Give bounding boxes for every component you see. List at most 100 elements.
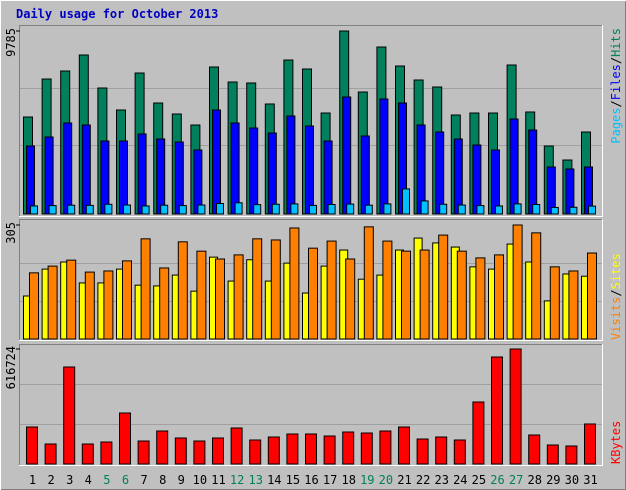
bar (29, 272, 39, 340)
bar (137, 440, 150, 465)
bar (495, 205, 503, 215)
bar (193, 149, 203, 215)
y-tick-label: 616724 (4, 346, 18, 389)
x-tick-label: 24 (453, 473, 467, 487)
bar (363, 226, 374, 340)
bar (103, 270, 114, 340)
legend: KBytes (609, 421, 623, 464)
bar (174, 437, 187, 465)
bar (156, 430, 169, 465)
bar (584, 423, 596, 465)
bar (216, 203, 224, 215)
x-tick-label: 18 (341, 473, 355, 487)
bar (453, 439, 466, 465)
legend: Pages/Files/Hits (609, 28, 623, 144)
x-tick-label: 8 (159, 473, 166, 487)
bar (345, 258, 356, 340)
bar (26, 426, 38, 465)
bar (512, 224, 523, 340)
y-tick-label: 9785 (4, 28, 18, 57)
bar (270, 239, 281, 340)
bar (323, 435, 336, 465)
bar (550, 206, 559, 215)
x-tick-label: 9 (178, 473, 185, 487)
bar (47, 265, 58, 340)
bar (379, 430, 392, 465)
x-tick-label: 10 (193, 473, 207, 487)
bar (472, 144, 482, 215)
bar (119, 412, 131, 465)
bar (100, 140, 110, 215)
x-tick-label: 23 (434, 473, 448, 487)
bar (546, 444, 559, 465)
bar (569, 206, 578, 215)
bar (587, 252, 597, 340)
bar (286, 433, 299, 465)
x-tick-label: 19 (360, 473, 374, 487)
bar (491, 356, 503, 465)
bar (249, 439, 262, 465)
bar (123, 204, 131, 215)
bar (286, 115, 296, 215)
bar (491, 149, 500, 215)
bar (308, 247, 318, 340)
x-tick-label: 6 (122, 473, 129, 487)
bar (549, 266, 560, 340)
bar (402, 188, 410, 215)
x-tick-label: 13 (248, 473, 262, 487)
bar (360, 135, 370, 215)
bar (531, 232, 542, 340)
bar (289, 227, 300, 340)
legend-separator: / (609, 100, 623, 107)
bar (475, 257, 486, 340)
x-tick-label: 29 (546, 473, 560, 487)
bar (457, 204, 466, 215)
bar (234, 202, 243, 215)
bar (416, 438, 429, 465)
x-tick-label: 26 (490, 473, 504, 487)
legend-entry: Sites (609, 253, 623, 289)
bar (532, 203, 541, 215)
bar (253, 204, 262, 215)
bar (360, 432, 373, 465)
bar (174, 141, 184, 215)
bar (509, 118, 519, 215)
bar (197, 204, 206, 215)
bar (81, 443, 94, 465)
bar (513, 203, 522, 215)
x-tick-label: 11 (211, 473, 225, 487)
bar (67, 204, 76, 215)
bar (63, 122, 73, 215)
bar (140, 238, 151, 340)
legend-entry: Pages (609, 108, 623, 144)
x-tick-label: 1 (29, 473, 36, 487)
bar (509, 348, 522, 465)
bar (26, 145, 35, 215)
bar (420, 200, 429, 215)
bar (159, 267, 170, 340)
bar (30, 205, 38, 215)
x-tick-label: 20 (379, 473, 393, 487)
x-tick-label: 25 (472, 473, 486, 487)
bar (119, 140, 128, 215)
x-tick-label: 22 (416, 473, 430, 487)
bar (528, 129, 538, 215)
bar (401, 250, 411, 340)
bar (85, 204, 94, 215)
bar (476, 205, 485, 215)
x-tick-label: 14 (267, 473, 281, 487)
bar (305, 125, 314, 215)
x-tick-label: 27 (509, 473, 523, 487)
bar (233, 254, 244, 340)
bar (379, 98, 389, 215)
bar (156, 138, 166, 215)
bar (419, 249, 430, 340)
x-tick-label: 3 (66, 473, 73, 487)
bar (212, 437, 224, 465)
bar (267, 436, 280, 465)
bar (48, 205, 57, 215)
bar (290, 203, 299, 215)
bar (383, 203, 392, 215)
bar (252, 238, 263, 340)
